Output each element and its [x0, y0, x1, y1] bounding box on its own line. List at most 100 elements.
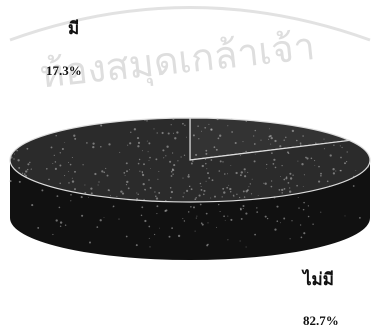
pie-texture-speck	[328, 185, 330, 187]
pie-texture-speck	[157, 178, 159, 180]
pie-texture-speck	[270, 185, 273, 188]
pie-texture-speck	[266, 163, 268, 166]
pie-texture-speck	[165, 200, 167, 202]
pie-texture-speck	[55, 134, 57, 137]
pie-texture-speck	[205, 180, 207, 182]
pie-texture-speck	[223, 191, 226, 194]
pie-texture-speck	[68, 162, 69, 163]
pie-texture-speck	[264, 182, 267, 185]
pie-texture-speck	[52, 163, 54, 164]
pie-texture-speck	[148, 159, 150, 161]
pie-texture-speck	[86, 142, 88, 144]
pie-texture-speck	[213, 146, 216, 149]
pie-texture-speck	[250, 193, 253, 195]
pie-texture-speck	[10, 156, 13, 159]
pie-texture-speck	[18, 180, 21, 183]
pie-texture-speck	[236, 193, 238, 195]
pie-texture-speck	[186, 189, 189, 192]
pie-texture-speck	[182, 122, 184, 125]
pie-texture-speck	[92, 145, 95, 149]
pie-texture-speck	[210, 197, 212, 199]
pie-texture-speck	[289, 172, 292, 175]
slice-label-value-0: 17.3%	[46, 63, 82, 78]
pie-texture-speck	[167, 132, 170, 135]
pie-texture-speck	[244, 171, 246, 173]
pie-texture-speck	[219, 210, 221, 213]
pie-texture-speck	[238, 196, 241, 199]
pie-texture-speck	[146, 120, 148, 122]
pie-texture-speck	[82, 164, 84, 166]
pie-texture-speck	[265, 168, 267, 170]
pie-texture-speck	[68, 182, 70, 184]
pie-texture-speck	[170, 175, 173, 177]
pie-texture-speck	[84, 184, 86, 186]
pie-texture-speck	[125, 184, 128, 186]
pie-texture-speck	[289, 177, 293, 180]
pie-texture-speck	[155, 197, 159, 200]
pie-texture-speck	[48, 178, 50, 181]
pie-texture-speck	[301, 163, 304, 166]
pie-texture-speck	[217, 137, 220, 140]
pie-texture-speck	[242, 190, 245, 193]
pie-texture-speck	[230, 218, 233, 221]
pie-texture-speck	[148, 179, 150, 181]
pie-texture-speck	[9, 180, 12, 183]
pie-texture-speck	[172, 132, 175, 134]
pie-texture-speck	[254, 233, 256, 236]
pie-texture-speck	[287, 182, 290, 184]
pie-texture-speck	[332, 168, 335, 171]
pie-texture-speck	[200, 188, 203, 191]
pie-texture-speck	[146, 140, 148, 142]
pie-texture-speck	[137, 145, 140, 148]
pie-texture-speck	[24, 174, 28, 178]
pie-texture-speck	[285, 177, 288, 180]
pie-texture-speck	[227, 173, 228, 175]
pie-texture-speck	[183, 192, 185, 194]
pie-texture-speck	[137, 193, 139, 195]
pie-texture-speck	[177, 160, 179, 162]
pie-texture-speck	[59, 164, 62, 167]
pie-texture-speck	[174, 137, 177, 140]
pie-texture-speck	[271, 152, 273, 154]
pie-texture-speck	[279, 222, 281, 224]
pie-slice-1	[9, 117, 371, 203]
slice-label-category-1: ไม่มี	[301, 269, 334, 289]
pie-texture-speck	[268, 138, 270, 140]
pie-texture-speck	[199, 182, 202, 185]
pie-texture-speck	[172, 117, 175, 120]
pie-texture-speck	[344, 162, 346, 165]
pie-texture-speck	[195, 217, 197, 219]
pie-texture-speck	[355, 169, 357, 171]
pie-texture-speck	[190, 206, 192, 208]
pie-texture-speck	[346, 161, 348, 163]
pie-texture-speck	[200, 186, 202, 188]
pie-texture-speck	[144, 119, 146, 121]
pie-texture-speck	[112, 205, 115, 208]
pie-texture-speck	[162, 149, 165, 152]
pie-texture-speck	[61, 147, 64, 151]
pie-texture-speck	[138, 158, 141, 161]
pie-texture-speck	[144, 219, 147, 223]
pie-texture-speck	[49, 133, 51, 135]
pie-texture-speck	[341, 146, 343, 149]
pie-texture-speck	[323, 138, 325, 140]
pie-texture-speck	[195, 153, 198, 156]
pie-texture-speck	[224, 173, 226, 175]
pie-texture-speck	[90, 187, 93, 190]
pie-texture-speck	[148, 225, 151, 228]
pie-texture-speck	[242, 205, 245, 207]
watermark-seal-arc	[9, 6, 371, 42]
pie-texture-speck	[274, 139, 277, 143]
pie-texture-speck	[126, 180, 129, 184]
pie-texture-speck	[210, 128, 213, 131]
pie-texture-speck	[204, 158, 207, 160]
pie-texture-speck	[303, 201, 305, 204]
pie-texture-speck	[281, 192, 283, 194]
pie-texture-speck	[107, 189, 110, 192]
pie-texture-speck	[64, 175, 66, 177]
pie-texture-speck	[227, 239, 229, 241]
pie-texture-speck	[186, 136, 187, 138]
pie-texture-speck	[302, 135, 304, 137]
pie-texture-speck	[141, 171, 144, 174]
pie-texture-speck	[242, 141, 244, 143]
